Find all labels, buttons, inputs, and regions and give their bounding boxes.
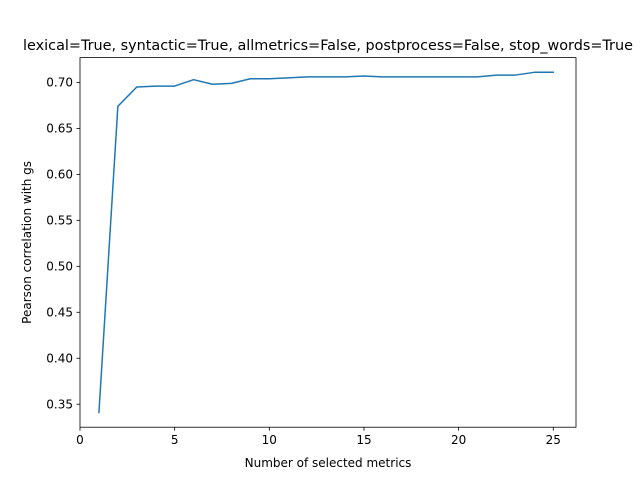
y-tick-label: 0.50 (46, 260, 73, 274)
y-tick-label: 0.65 (46, 122, 73, 136)
series-line-0 (98, 71, 555, 414)
y-tick-label: 0.70 (46, 76, 73, 90)
x-tick-label: 25 (546, 433, 561, 447)
x-axis: 0 5 10 15 20 25 (76, 427, 561, 447)
axes-frame (79, 57, 577, 428)
y-tick-label: 0.60 (46, 168, 73, 182)
x-tick-label: 10 (262, 433, 277, 447)
x-tick-label: 5 (171, 433, 179, 447)
x-axis-label: Number of selected metrics (245, 456, 412, 470)
x-tick-label: 20 (451, 433, 466, 447)
y-tick-label: 0.35 (46, 398, 73, 412)
y-tick-label: 0.40 (46, 352, 73, 366)
plot-area (98, 71, 555, 414)
y-tick-label: 0.45 (46, 306, 73, 320)
x-tick-label: 15 (356, 433, 371, 447)
chart-title: lexical=True, syntactic=True, allmetrics… (23, 38, 633, 54)
y-tick-label: 0.55 (46, 214, 73, 228)
x-tick-label: 0 (76, 433, 84, 447)
y-axis-label: Pearson correlation with gs (20, 161, 34, 324)
y-axis: 0.35 0.40 0.45 0.50 0.55 0.60 0.65 0.70 (46, 76, 80, 412)
